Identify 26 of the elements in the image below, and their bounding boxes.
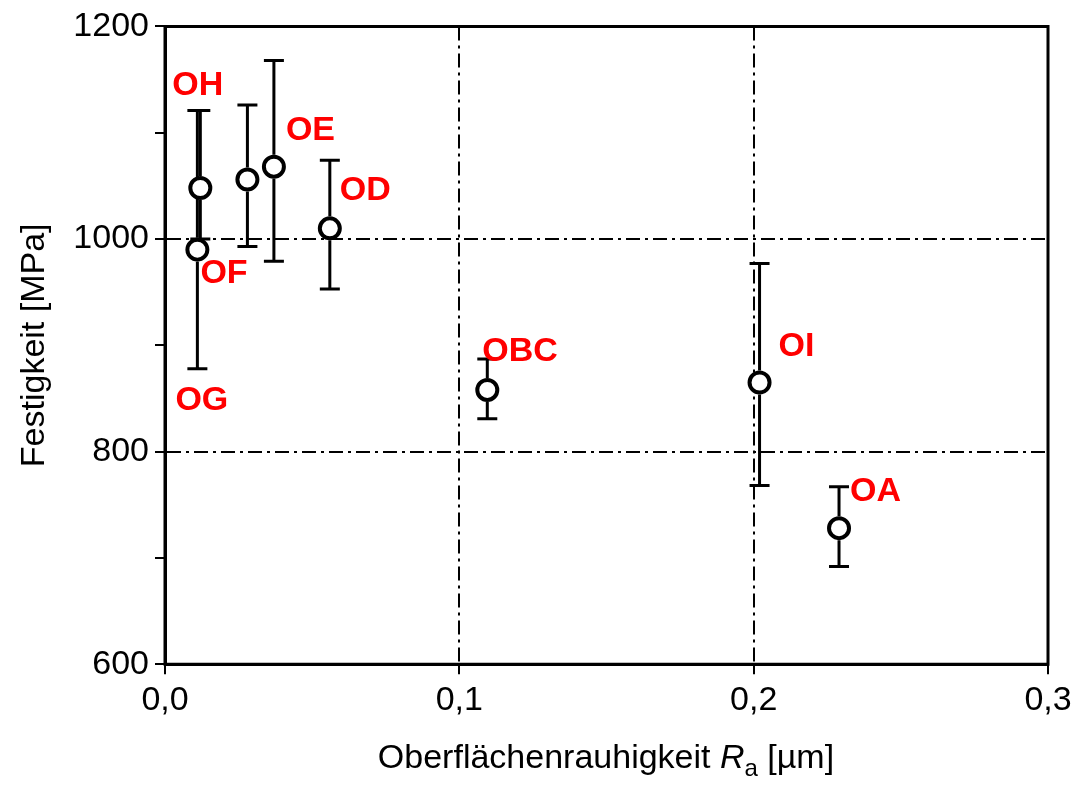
point bbox=[827, 516, 852, 541]
annotation: OBC bbox=[482, 330, 558, 369]
annotation: OI bbox=[778, 324, 815, 363]
y-axis-title: Festigkeit [MPa] bbox=[12, 223, 51, 468]
point bbox=[235, 167, 260, 192]
annotation: OG bbox=[175, 379, 229, 418]
point bbox=[317, 216, 342, 241]
y-tick-label: 600 bbox=[92, 642, 149, 681]
x-tick-label: 0,3 bbox=[1024, 678, 1072, 717]
y-tick-label: 1200 bbox=[73, 4, 149, 43]
annotation: OA bbox=[850, 469, 902, 508]
annotation: OE bbox=[285, 109, 336, 148]
annotation: OH bbox=[172, 64, 224, 103]
x-tick-label: 0,1 bbox=[435, 678, 483, 717]
point bbox=[188, 175, 213, 200]
point bbox=[261, 154, 286, 179]
y-tick-label: 800 bbox=[92, 429, 149, 468]
x-tick-label: 0,0 bbox=[141, 678, 189, 717]
point bbox=[185, 237, 210, 262]
y-tick-label: 1000 bbox=[73, 217, 149, 256]
x-axis-title: Oberflächenrauhigkeit R$_{a}$ [µm] bbox=[376, 737, 836, 782]
point bbox=[475, 377, 500, 402]
annotation: OF bbox=[200, 252, 248, 291]
point bbox=[747, 370, 772, 395]
x-tick-label: 0,2 bbox=[730, 678, 778, 717]
annotation: OD bbox=[339, 168, 391, 207]
